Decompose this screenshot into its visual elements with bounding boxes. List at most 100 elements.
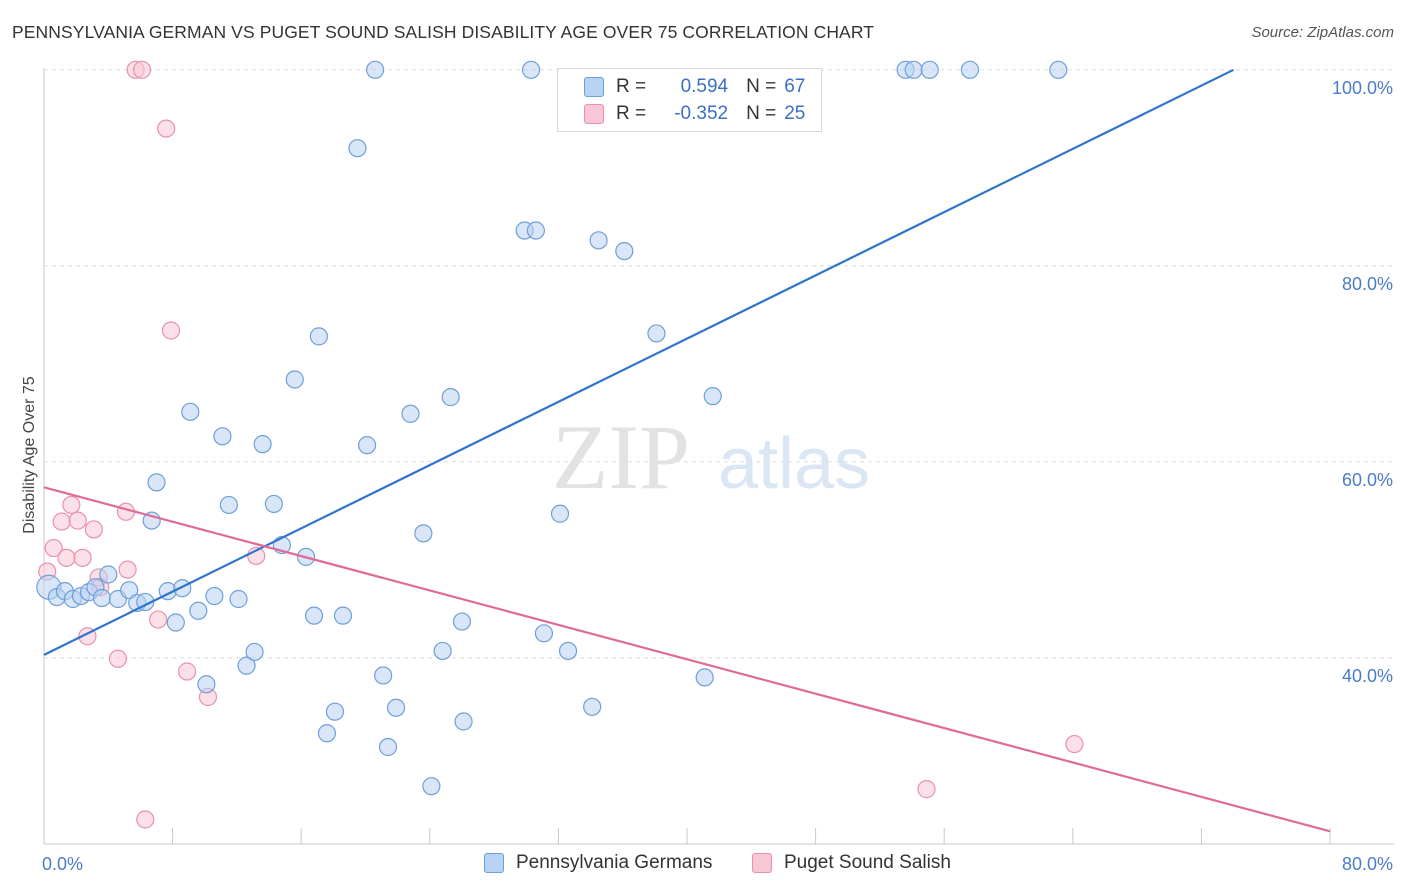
data-point-pennsylvania-germans	[358, 436, 377, 455]
data-point-puget-sound-salish	[917, 780, 936, 799]
trend-lines	[43, 68, 1331, 833]
legend-n-value: 67	[784, 76, 806, 97]
data-point-pennsylvania-germans	[189, 601, 208, 620]
legend-swatch-pink	[752, 853, 772, 873]
data-point-pennsylvania-germans	[414, 524, 433, 543]
data-point-pennsylvania-germans	[550, 504, 570, 523]
legend-swatch-pink	[584, 104, 604, 124]
data-point-puget-sound-salish	[132, 60, 152, 79]
legend-r-label: R =	[616, 76, 647, 97]
axes	[43, 68, 1394, 845]
legend-n-label: N =	[746, 103, 777, 124]
data-point-pennsylvania-germans	[219, 495, 238, 515]
data-point-pennsylvania-germans	[386, 698, 406, 717]
data-point-pennsylvania-germans	[452, 612, 472, 631]
data-point-puget-sound-salish	[149, 610, 168, 629]
data-point-puget-sound-salish	[68, 511, 87, 530]
x-tick-label: 0.0%	[42, 854, 83, 874]
data-point-pennsylvania-germans	[526, 221, 545, 240]
data-point-pennsylvania-germans	[264, 494, 283, 514]
grid-lines	[44, 69, 1394, 659]
legend-swatch-blue	[484, 853, 504, 873]
data-point-pennsylvania-germans	[285, 370, 304, 389]
data-point-pennsylvania-germans	[317, 724, 337, 743]
data-point-pennsylvania-germans	[245, 642, 264, 662]
data-point-puget-sound-salish	[44, 538, 63, 558]
source-label: Source: ZipAtlas.com	[1251, 24, 1394, 41]
legend-swatch-blue	[584, 77, 604, 97]
legend-r-value: -0.352	[674, 103, 729, 124]
data-point-pennsylvania-germans	[348, 139, 367, 158]
stats-legend: R = 0.594 N = 67 R = -0.352 N = 25	[557, 68, 822, 132]
trend-line-puget-sound-salish	[43, 486, 1331, 833]
data-point-pennsylvania-germans	[181, 402, 200, 421]
data-point-pennsylvania-germans	[166, 613, 185, 632]
legend-row-pink: R = -0.352 N = 25	[584, 101, 805, 127]
data-point-puget-sound-salish	[57, 548, 76, 567]
tick-labels: 40.0% 60.0% 80.0% 100.0% 0.0% 80.0%	[42, 78, 1393, 874]
data-point-puget-sound-salish	[1065, 734, 1084, 754]
data-point-pennsylvania-germans	[695, 668, 714, 687]
data-point-puget-sound-salish	[108, 649, 128, 668]
data-point-pennsylvania-germans	[197, 675, 216, 694]
data-point-pennsylvania-germans	[213, 427, 232, 446]
trend-line-pennsylvania-germans	[43, 68, 1235, 656]
legend-row-blue: R = 0.594 N = 67	[584, 74, 805, 100]
data-point-pennsylvania-germans	[366, 60, 385, 79]
data-point-pennsylvania-germans	[401, 404, 420, 423]
y-tick-label: 100.0%	[1332, 78, 1393, 98]
data-point-pennsylvania-germans	[325, 702, 345, 721]
bottom-legend-pennsylvania-germans: Pennsylvania Germans	[484, 852, 712, 874]
data-point-puget-sound-salish	[62, 495, 81, 515]
data-point-pennsylvania-germans	[92, 588, 111, 608]
data-point-puget-sound-salish	[118, 560, 137, 579]
data-point-pennsylvania-germans	[333, 606, 353, 625]
data-point-pennsylvania-germans	[433, 641, 452, 661]
data-point-pennsylvania-germans	[237, 656, 256, 675]
bottom-legend-label: Pennsylvania Germans	[516, 852, 713, 873]
bottom-legend-label: Puget Sound Salish	[784, 852, 951, 873]
data-point-pennsylvania-germans	[253, 435, 272, 454]
y-tick-label: 60.0%	[1342, 470, 1393, 490]
series-pennsylvania-germans	[36, 60, 1068, 796]
y-axis-title: Disability Age Over 75	[21, 376, 38, 534]
data-point-pennsylvania-germans	[534, 624, 554, 643]
y-tick-label: 40.0%	[1342, 666, 1393, 686]
legend-r-value: 0.594	[680, 76, 729, 97]
data-point-pennsylvania-germans	[422, 777, 441, 796]
data-point-pennsylvania-germans	[304, 606, 324, 625]
data-point-pennsylvania-germans	[615, 242, 634, 261]
data-point-pennsylvania-germans	[960, 60, 980, 79]
data-point-puget-sound-salish	[157, 119, 176, 138]
data-point-pennsylvania-germans	[521, 60, 541, 79]
data-point-pennsylvania-germans	[454, 712, 473, 731]
data-point-pennsylvania-germans	[205, 586, 224, 606]
data-point-pennsylvania-germans	[920, 60, 939, 79]
data-point-pennsylvania-germans	[558, 641, 578, 661]
data-point-puget-sound-salish	[177, 662, 197, 681]
legend-n-value: 25	[784, 103, 806, 124]
bottom-legend-puget-sound-salish: Puget Sound Salish	[752, 852, 951, 874]
legend-n-label: N =	[746, 76, 777, 97]
data-point-puget-sound-salish	[136, 810, 155, 829]
data-point-pennsylvania-germans	[703, 387, 722, 406]
data-point-pennsylvania-germans	[441, 388, 460, 407]
data-point-puget-sound-salish	[73, 548, 92, 567]
watermark: ZIP atlas	[552, 406, 870, 508]
data-point-puget-sound-salish	[161, 321, 181, 340]
data-point-pennsylvania-germans	[1049, 60, 1068, 79]
data-point-puget-sound-salish	[52, 512, 71, 531]
legend-r-label: R =	[616, 103, 647, 124]
data-point-pennsylvania-germans	[378, 737, 398, 757]
data-point-pennsylvania-germans	[147, 473, 166, 492]
data-point-pennsylvania-germans	[647, 324, 666, 343]
chart-title: PENNSYLVANIA GERMAN VS PUGET SOUND SALIS…	[12, 22, 875, 42]
data-point-pennsylvania-germans	[309, 327, 328, 346]
watermark-zip: ZIP	[552, 406, 690, 508]
data-point-pennsylvania-germans	[589, 231, 608, 250]
data-point-pennsylvania-germans	[583, 697, 602, 716]
data-point-puget-sound-salish	[84, 520, 103, 539]
x-tick-label: 80.0%	[1342, 854, 1393, 874]
data-point-pennsylvania-germans	[173, 579, 192, 598]
